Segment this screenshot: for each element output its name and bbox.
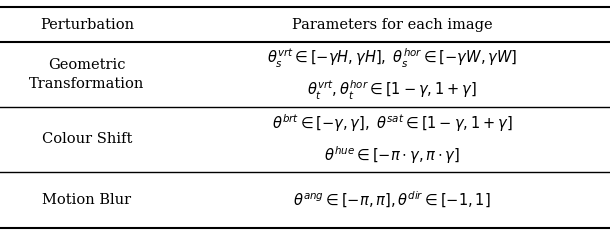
Text: Perturbation: Perturbation	[40, 18, 134, 32]
Text: Parameters for each image: Parameters for each image	[292, 18, 492, 32]
Text: Colour Shift: Colour Shift	[41, 132, 132, 146]
Text: $\theta_t^{vrt}, \theta_t^{hor} \in [1-\gamma, 1+\gamma]$: $\theta_t^{vrt}, \theta_t^{hor} \in [1-\…	[307, 79, 477, 102]
Text: $\theta^{hue} \in [-\pi \cdot \gamma, \pi \cdot \gamma]$: $\theta^{hue} \in [-\pi \cdot \gamma, \p…	[324, 145, 460, 166]
Text: $\theta_s^{vrt} \in [-\gamma H, \gamma H],\ \theta_s^{hor} \in [-\gamma W, \gamm: $\theta_s^{vrt} \in [-\gamma H, \gamma H…	[267, 47, 517, 70]
Text: $\theta^{brt} \in [-\gamma, \gamma],\ \theta^{sat} \in [1-\gamma, 1+\gamma]$: $\theta^{brt} \in [-\gamma, \gamma],\ \t…	[271, 112, 512, 134]
Text: $\theta^{ang} \in [-\pi, \pi], \theta^{dir} \in [-1, 1]$: $\theta^{ang} \in [-\pi, \pi], \theta^{d…	[293, 190, 491, 210]
Text: Geometric
Transformation: Geometric Transformation	[29, 58, 145, 90]
Text: Motion Blur: Motion Blur	[42, 193, 132, 207]
